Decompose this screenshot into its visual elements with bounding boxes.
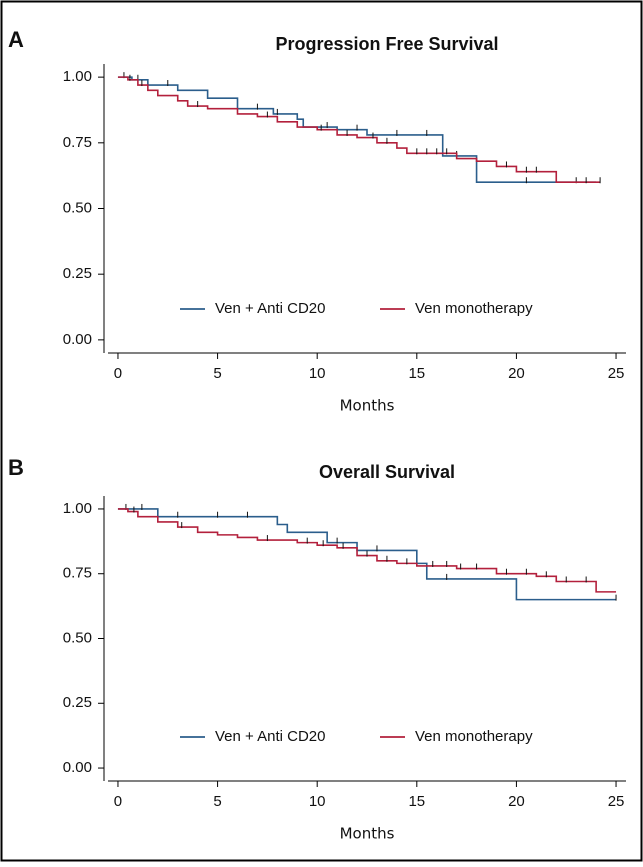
y-tick-label: 1.00 (63, 500, 92, 517)
survival-curve (117, 508, 617, 593)
y-tick-label: 0.50 (63, 629, 92, 646)
x-tick-label: 15 (408, 365, 425, 382)
y-tick-label: 0.25 (63, 694, 92, 711)
x-tick-label: 5 (213, 793, 221, 810)
legend-label: Ven monotherapy (415, 300, 533, 317)
y-tick-label: 0.50 (63, 199, 92, 216)
y-tick-label: 1.00 (63, 68, 92, 85)
x-tick-label: 20 (508, 793, 525, 810)
panel-label: B (8, 455, 24, 480)
legend-label: Ven monotherapy (415, 728, 533, 745)
x-tick-label: 0 (114, 793, 122, 810)
x-tick-label: 25 (608, 793, 625, 810)
chart-title: Progression Free Survival (275, 34, 498, 54)
panel-label: A (8, 27, 24, 52)
legend-label: Ven + Anti CD20 (215, 728, 326, 745)
y-tick-label: 0.25 (63, 265, 92, 282)
x-tick-label: 0 (114, 365, 122, 382)
y-tick-label: 0.00 (63, 331, 92, 348)
chart-title: Overall Survival (319, 462, 455, 482)
x-tick-label: 25 (608, 365, 625, 382)
y-tick-label: 0.75 (63, 565, 92, 582)
y-tick-label: 0.00 (63, 759, 92, 776)
x-tick-label: 15 (408, 793, 425, 810)
survival-curve (117, 76, 601, 184)
survival-curve (117, 76, 597, 184)
legend-label: Ven + Anti CD20 (215, 300, 326, 317)
x-tick-label: 10 (309, 793, 326, 810)
x-tick-label: 20 (508, 365, 525, 382)
x-axis-title: Months (340, 825, 395, 843)
survival-curve (117, 508, 617, 601)
x-axis-title: Months (340, 397, 395, 415)
y-tick-label: 0.75 (63, 134, 92, 151)
x-tick-label: 5 (213, 365, 221, 382)
x-tick-label: 10 (309, 365, 326, 382)
